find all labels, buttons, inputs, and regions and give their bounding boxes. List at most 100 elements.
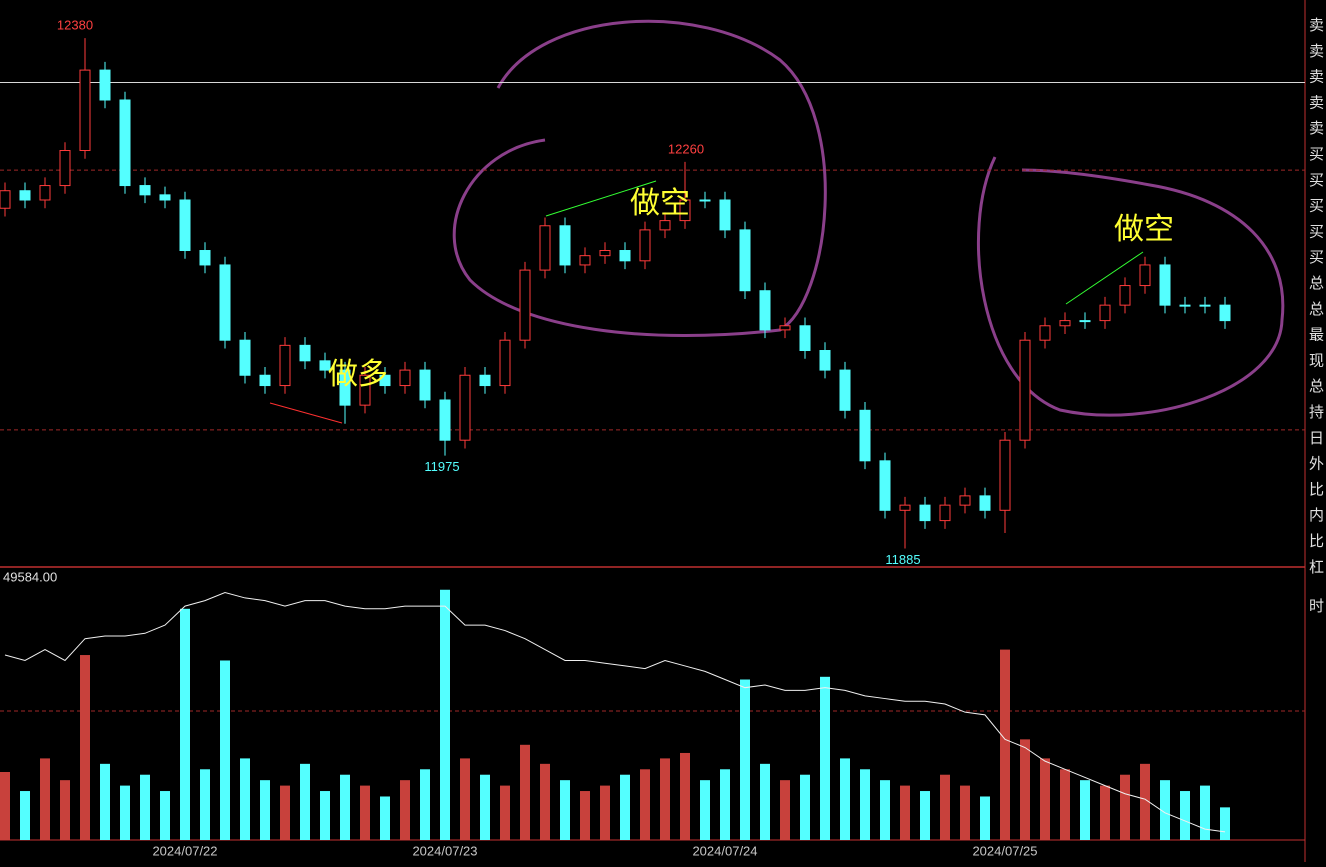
candle-body <box>979 495 991 511</box>
volume-bar <box>720 769 730 840</box>
volume-bar <box>560 780 570 840</box>
sidebar-label: 买 <box>1309 172 1324 189</box>
candle-body <box>639 229 651 262</box>
volume-bar <box>360 785 370 840</box>
candle-body <box>1219 304 1231 322</box>
oi-label: 49584.00 <box>3 569 57 584</box>
sidebar-label: 买 <box>1309 249 1324 266</box>
candle-body <box>199 250 211 266</box>
candle-body <box>159 194 171 201</box>
candle-body <box>659 220 671 231</box>
candle-body <box>759 290 771 331</box>
trend-line <box>545 180 657 217</box>
candle-body <box>139 185 151 196</box>
sidebar-label: 比 <box>1309 481 1324 498</box>
candle-body <box>679 199 691 222</box>
candle-body <box>319 360 331 371</box>
candle-body <box>19 190 31 201</box>
volume-bar <box>740 679 750 840</box>
candle-body <box>399 369 411 387</box>
volume-bar <box>920 791 930 840</box>
volume-bar <box>640 769 650 840</box>
sidebar-label: 比 <box>1309 533 1324 550</box>
candle-body <box>919 504 931 522</box>
volume-bar <box>240 758 250 840</box>
x-tick-label: 2024/07/25 <box>972 843 1037 858</box>
volume-bar <box>300 763 310 840</box>
volume-bar <box>680 752 690 840</box>
candle-body <box>119 99 131 187</box>
sidebar-label: 总 <box>1309 301 1324 318</box>
volume-bar <box>80 655 90 840</box>
volume-bar <box>900 785 910 840</box>
volume-bar <box>1140 763 1150 840</box>
candle-body <box>599 250 611 257</box>
volume-bar <box>540 763 550 840</box>
sidebar-label: 最 <box>1309 327 1324 344</box>
sidebar-label: 买 <box>1309 198 1324 215</box>
volume-bar <box>1020 739 1030 840</box>
volume-bar <box>400 780 410 840</box>
candle-body <box>739 229 751 292</box>
candle-body <box>459 374 471 441</box>
candle-body <box>59 150 71 187</box>
candle-body <box>299 344 311 362</box>
candle-body <box>879 460 891 511</box>
candle-body <box>39 185 51 201</box>
candle-body <box>479 374 491 387</box>
volume-bar <box>520 744 530 840</box>
volume-bar <box>500 785 510 840</box>
volume-bar <box>840 758 850 840</box>
volume-bar <box>980 796 990 840</box>
volume-bar <box>160 791 170 840</box>
x-tick-label: 2024/07/24 <box>692 843 757 858</box>
candle-body <box>79 69 91 152</box>
volume-bar <box>1080 780 1090 840</box>
volume-bar <box>580 791 590 840</box>
volume-bar <box>660 758 670 840</box>
volume-bar <box>140 774 150 840</box>
candle-body <box>519 269 531 341</box>
candle-body <box>579 255 591 266</box>
price-label: 11975 <box>424 459 459 474</box>
volume-bar <box>340 774 350 840</box>
volume-bar <box>40 758 50 840</box>
volume-bar <box>180 608 190 840</box>
volume-bar <box>60 780 70 840</box>
volume-bar <box>940 774 950 840</box>
candle-body <box>559 225 571 266</box>
candle-body <box>259 374 271 387</box>
volume-bar <box>960 785 970 840</box>
candle-body <box>499 339 511 387</box>
candle-body <box>379 374 391 387</box>
volume-bar <box>700 780 710 840</box>
candle-body <box>1019 339 1031 441</box>
candle-body <box>839 369 851 411</box>
volume-bar <box>880 780 890 840</box>
volume-bar <box>600 785 610 840</box>
volume-bar <box>440 589 450 840</box>
sidebar-label: 持 <box>1309 404 1324 421</box>
candle-body <box>1079 320 1091 323</box>
candle-body <box>1039 325 1051 341</box>
sidebar-label: 卖 <box>1309 17 1324 34</box>
candle-body <box>439 399 451 441</box>
sidebar-label: 卖 <box>1309 43 1324 60</box>
candle-body <box>0 190 11 209</box>
candle-body <box>1179 304 1191 307</box>
volume-bar <box>820 676 830 840</box>
volume-bar <box>460 758 470 840</box>
sidebar-label: 买 <box>1309 146 1324 163</box>
sidebar-label: 内 <box>1309 507 1324 524</box>
candle-body <box>999 439 1011 511</box>
sidebar-label: 买 <box>1309 223 1324 240</box>
candle-body <box>219 264 231 341</box>
candle-body <box>539 225 551 271</box>
candle-body <box>239 339 251 376</box>
candle-body <box>1099 304 1111 322</box>
candle-body <box>1059 320 1071 327</box>
volume-bar <box>1060 769 1070 840</box>
volume-bar <box>420 769 430 840</box>
candle-body <box>939 504 951 522</box>
